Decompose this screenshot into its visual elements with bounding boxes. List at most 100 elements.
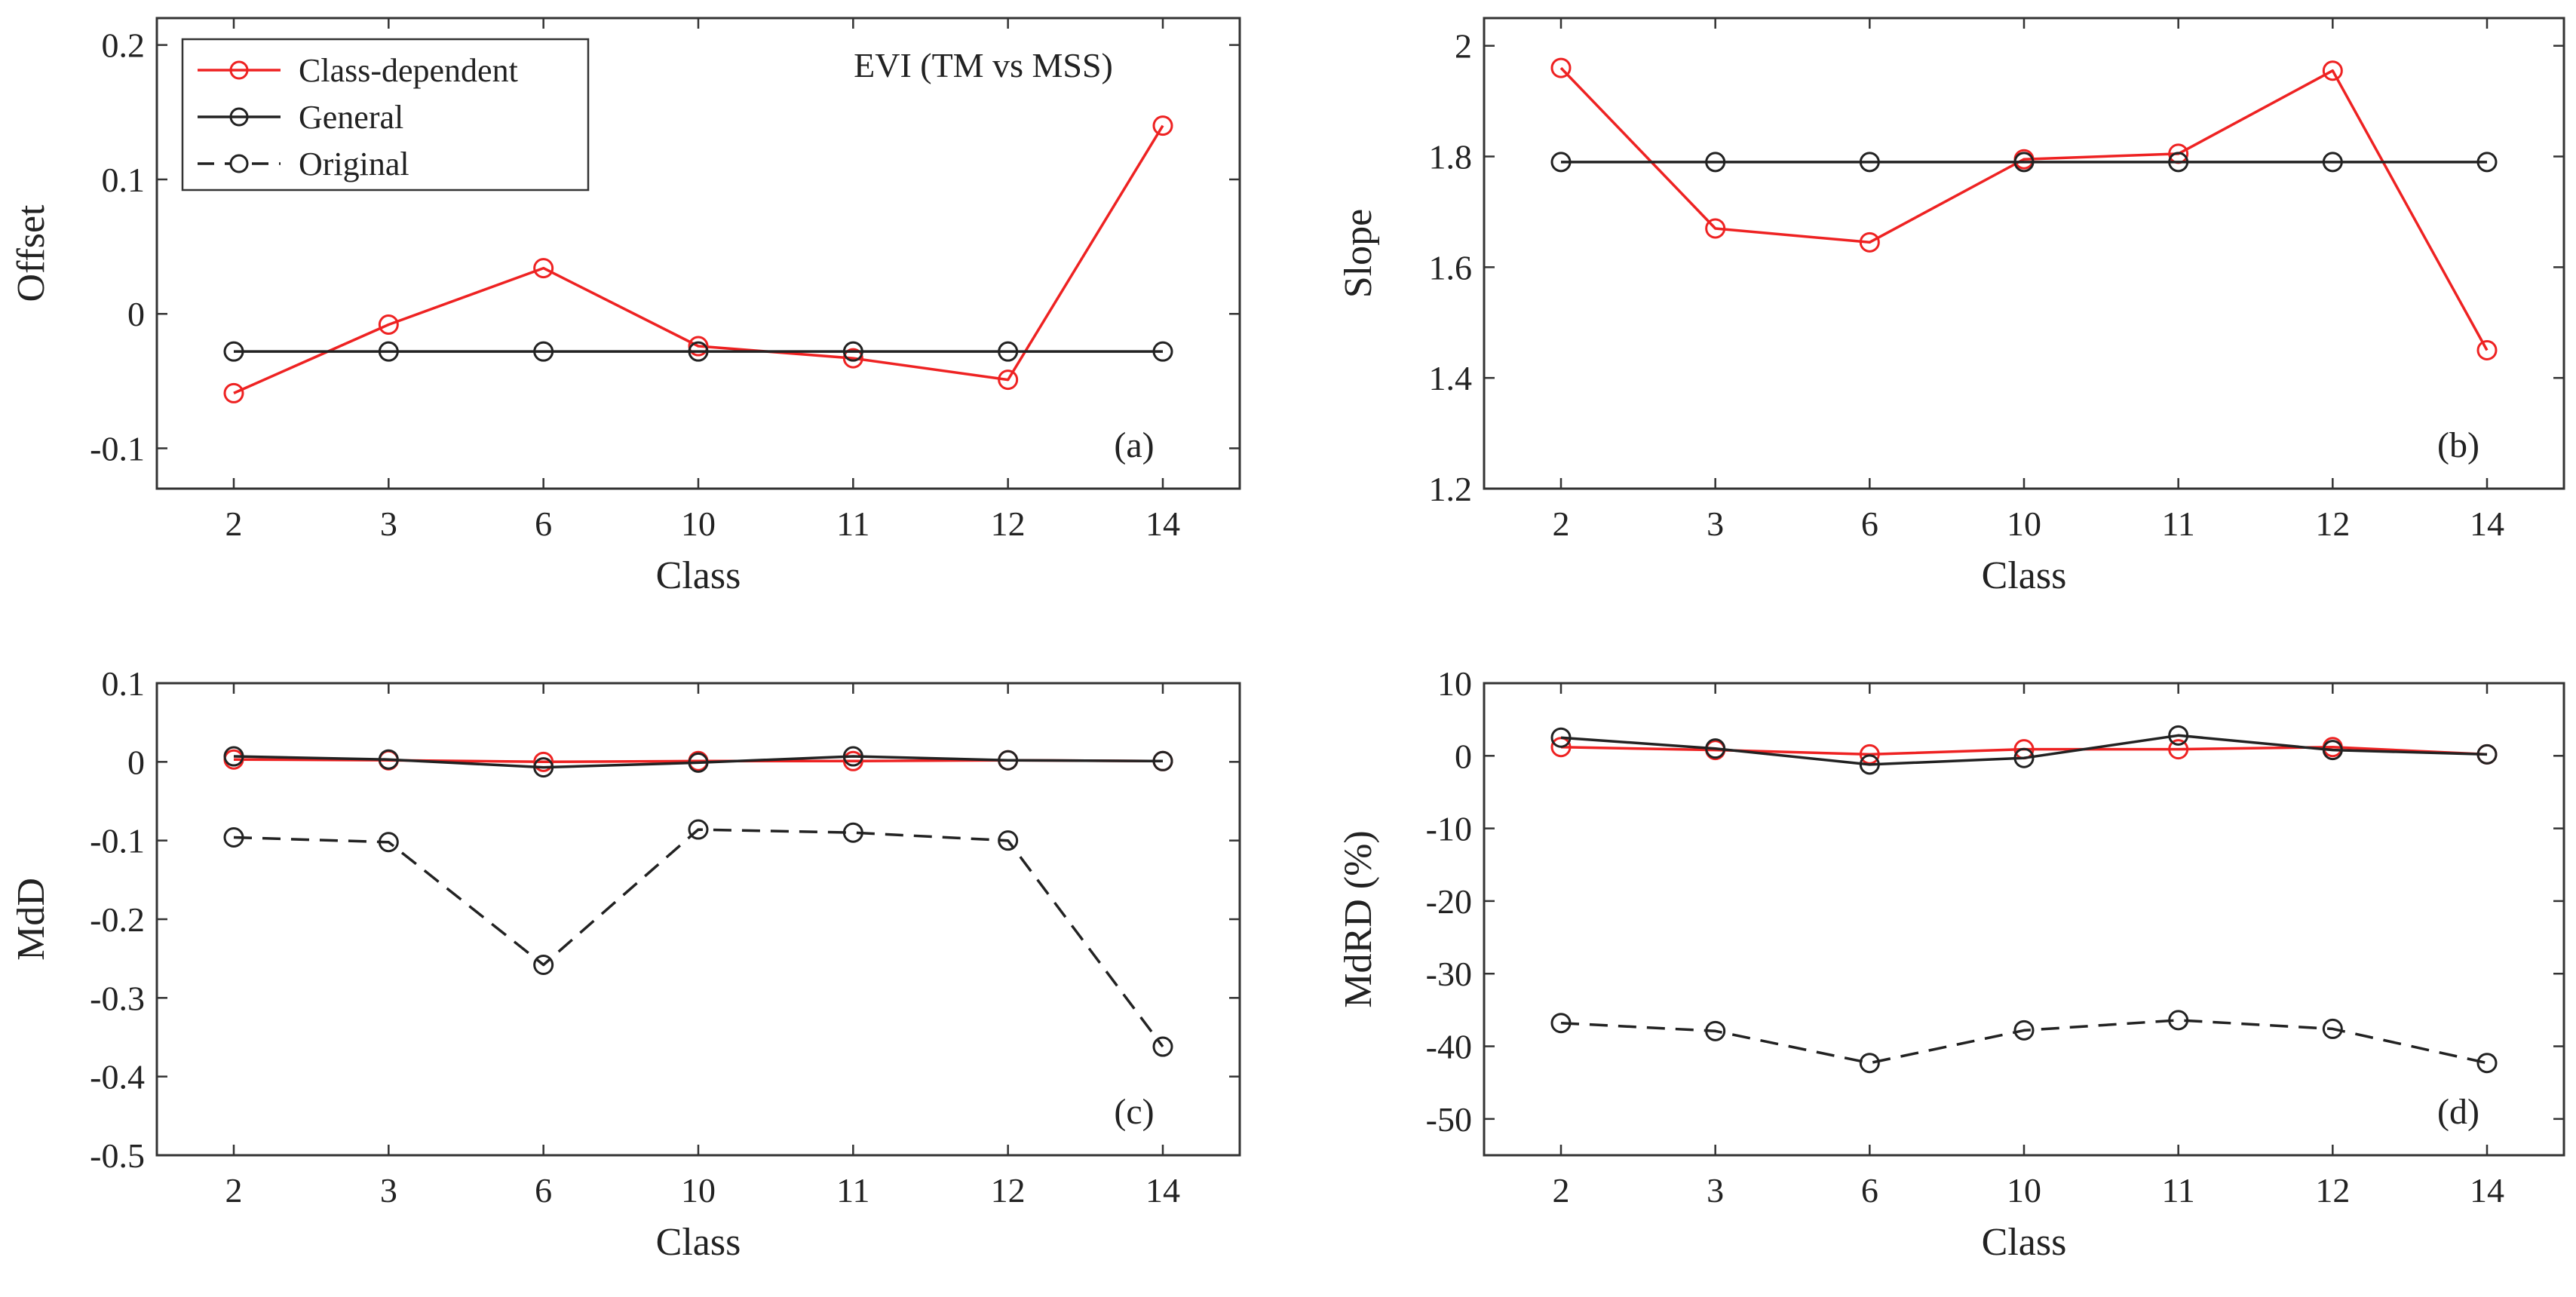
data-point-general xyxy=(1859,754,1880,775)
data-point-general xyxy=(2476,152,2498,173)
x-tick-label: 10 xyxy=(681,504,716,543)
x-tick-label: 3 xyxy=(380,504,397,543)
data-point-general xyxy=(2322,740,2343,761)
x-tick-label: 3 xyxy=(1707,1171,1724,1210)
data-point-general xyxy=(1152,750,1173,771)
y-tick-label: 0.2 xyxy=(102,26,146,65)
data-point-general xyxy=(533,341,554,362)
x-tick-label: 2 xyxy=(225,504,243,543)
data-point-general xyxy=(1705,738,1726,759)
y-tick-label: -40 xyxy=(1426,1028,1472,1066)
y-tick-label: 0 xyxy=(127,295,145,333)
x-tick-label: 6 xyxy=(1861,1171,1878,1210)
y-tick-label: 0 xyxy=(1455,737,1472,775)
tick-marks-c xyxy=(157,682,1240,1157)
legend-label-original: Original xyxy=(299,146,409,182)
data-point-original xyxy=(1550,1013,1572,1034)
panel-c: -0.5 -0.4 -0.3 -0.2 -0.1 0 0.1 2 3 6 10 11 12 14 MdD… xyxy=(10,664,1241,1264)
y-tick-label: 0.1 xyxy=(102,664,146,703)
data-point-class_dependent xyxy=(1152,115,1173,136)
panel-label-a: (a) xyxy=(1114,425,1154,465)
x-axis-label-d: Class xyxy=(1982,1221,2067,1264)
data-point-original xyxy=(2476,1053,2498,1074)
data-point-original xyxy=(998,830,1019,851)
data-point-general xyxy=(1859,152,1880,173)
y-tick-labels-a: -0.1 0 0.1 0.2 xyxy=(90,26,145,468)
data-point-general xyxy=(1550,152,1572,173)
series-line-general xyxy=(1560,734,2488,766)
y-tick-label: -10 xyxy=(1426,810,1472,848)
data-point-general xyxy=(1705,152,1726,173)
series-layer-c xyxy=(223,746,1173,1057)
x-tick-label: 6 xyxy=(1861,504,1878,543)
data-point-general xyxy=(688,341,709,362)
x-tick-label: 11 xyxy=(836,504,869,543)
data-point-general xyxy=(1152,341,1173,362)
y-tick-label: -0.1 xyxy=(90,822,145,860)
legend-label-class-dependent: Class-dependent xyxy=(299,52,518,89)
y-tick-label: -0.5 xyxy=(90,1136,145,1175)
x-tick-labels-b: 2 3 6 10 11 12 14 xyxy=(1553,504,2505,543)
y-axis-label-b: Slope xyxy=(1337,209,1380,298)
x-tick-label: 2 xyxy=(1553,1171,1570,1210)
data-point-general xyxy=(998,750,1019,771)
y-tick-label: 0.1 xyxy=(102,161,146,199)
legend-marker-original xyxy=(229,154,249,173)
panel-label-c: (c) xyxy=(1114,1092,1154,1132)
data-point-general xyxy=(1550,727,1572,748)
x-tick-label: 14 xyxy=(2470,504,2504,543)
x-axis-label-b: Class xyxy=(1982,554,2067,597)
data-point-original xyxy=(842,822,863,843)
data-point-class_dependent xyxy=(2476,339,2498,360)
data-point-class_dependent xyxy=(2322,60,2343,81)
x-axis-label-a: Class xyxy=(656,554,741,597)
data-point-class_dependent xyxy=(223,382,244,403)
x-tick-label: 10 xyxy=(681,1171,716,1210)
y-tick-label: 1.2 xyxy=(1429,470,1473,508)
data-point-class_dependent xyxy=(1550,57,1572,78)
series-layer-d xyxy=(1550,725,2498,1074)
x-tick-label: 10 xyxy=(2007,1171,2041,1210)
data-point-general xyxy=(533,757,554,778)
data-point-general xyxy=(2168,725,2189,746)
data-point-general xyxy=(2013,747,2035,768)
x-tick-label: 12 xyxy=(2315,1171,2350,1210)
legend-label-general: General xyxy=(299,99,403,136)
y-tick-label: 1.6 xyxy=(1429,248,1473,287)
series-line-class_dependent xyxy=(233,124,1164,395)
data-point-original xyxy=(223,826,244,848)
x-tick-label: 6 xyxy=(535,1171,552,1210)
legend-marker-class-dependent xyxy=(229,60,249,80)
data-point-class_dependent xyxy=(1705,218,1726,239)
data-point-class_dependent xyxy=(533,751,554,772)
data-point-general xyxy=(842,746,863,767)
x-tick-label: 14 xyxy=(1145,504,1180,543)
tick-marks-d xyxy=(1484,682,2564,1155)
y-axis-label-d: MdRD (%) xyxy=(1337,830,1380,1007)
data-point-original xyxy=(1705,1020,1726,1041)
data-point-class_dependent xyxy=(378,314,399,335)
data-point-general xyxy=(2322,152,2343,173)
data-point-general xyxy=(842,341,863,362)
y-tick-label: 1.4 xyxy=(1429,359,1473,397)
data-point-original xyxy=(1152,1036,1173,1057)
y-tick-label: -0.2 xyxy=(90,900,145,939)
data-point-original xyxy=(1859,1053,1880,1074)
y-tick-label: -30 xyxy=(1426,955,1472,993)
series-layer-a xyxy=(223,115,1173,403)
legend-entry-class-dependent: Class-dependent xyxy=(198,52,518,89)
data-point-class_dependent xyxy=(688,336,709,357)
data-point-class_dependent xyxy=(842,348,863,369)
series-line-class_dependent xyxy=(1559,66,2489,351)
x-tick-label: 14 xyxy=(2470,1171,2504,1210)
data-point-original xyxy=(688,819,709,840)
y-tick-labels-b: 1.2 1.4 1.6 1.8 2 xyxy=(1429,27,1473,508)
data-point-original xyxy=(2322,1018,2343,1039)
data-point-general xyxy=(998,341,1019,362)
x-tick-label: 14 xyxy=(1145,1171,1180,1210)
y-tick-labels-c: -0.5 -0.4 -0.3 -0.2 -0.1 0 0.1 xyxy=(90,664,145,1175)
legend-entry-original: Original xyxy=(198,146,409,182)
data-point-general xyxy=(223,746,244,767)
